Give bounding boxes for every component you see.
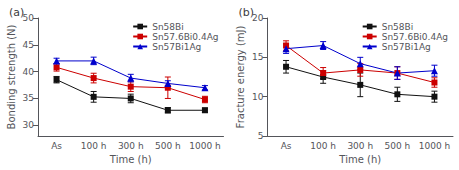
svg-text:500 h: 500 h (384, 141, 410, 151)
svg-text:100 h: 100 h (310, 141, 336, 151)
svg-text:Sn58Bi: Sn58Bi (152, 22, 184, 32)
svg-text:(b): (b) (239, 6, 255, 19)
svg-text:Sn57.6Bi0.4Ag: Sn57.6Bi0.4Ag (152, 32, 218, 42)
svg-text:Time (h): Time (h) (338, 154, 381, 165)
svg-text:30: 30 (23, 120, 35, 130)
svg-text:45: 45 (23, 40, 34, 50)
svg-text:300 h: 300 h (347, 141, 373, 151)
svg-text:As: As (281, 141, 292, 151)
svg-text:Sn57Bi1Ag: Sn57Bi1Ag (382, 42, 431, 52)
svg-text:1000 h: 1000 h (419, 141, 450, 151)
svg-text:(a): (a) (9, 6, 24, 19)
svg-text:15: 15 (252, 52, 263, 62)
svg-text:100 h: 100 h (81, 141, 107, 151)
svg-text:Time (h): Time (h) (109, 154, 152, 165)
svg-text:35: 35 (23, 93, 34, 103)
svg-text:50: 50 (22, 13, 34, 23)
svg-text:5: 5 (258, 131, 264, 141)
svg-text:40: 40 (23, 67, 35, 77)
svg-text:1000 h: 1000 h (189, 141, 220, 151)
svg-text:As: As (51, 141, 62, 151)
svg-text:Sn57Bi1Ag: Sn57Bi1Ag (152, 42, 201, 52)
svg-text:Bonding strength (N): Bonding strength (N) (6, 24, 17, 129)
svg-text:10: 10 (252, 92, 264, 102)
svg-text:Sn57.6Bi0.4Ag: Sn57.6Bi0.4Ag (382, 32, 448, 42)
svg-text:500 h: 500 h (155, 141, 181, 151)
svg-text:Sn58Bi: Sn58Bi (382, 22, 414, 32)
svg-text:20: 20 (252, 13, 264, 23)
svg-text:300 h: 300 h (118, 141, 144, 151)
svg-text:Fracture energy (mJ): Fracture energy (mJ) (235, 26, 246, 129)
